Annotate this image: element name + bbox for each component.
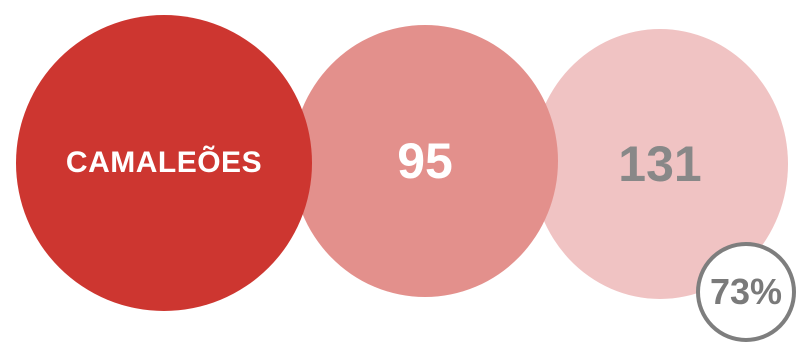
percent-badge: 73% <box>696 242 796 342</box>
circle-total: 131 <box>532 29 788 299</box>
percent-badge-value: 73% <box>709 271 783 312</box>
circle-count-value: 95 <box>397 133 453 189</box>
circle-count: 95 <box>292 25 558 297</box>
circle-total-value: 131 <box>618 136 702 192</box>
circle-title: CAMALEÕES <box>16 15 312 311</box>
circle-title-label: CAMALEÕES <box>65 146 263 179</box>
